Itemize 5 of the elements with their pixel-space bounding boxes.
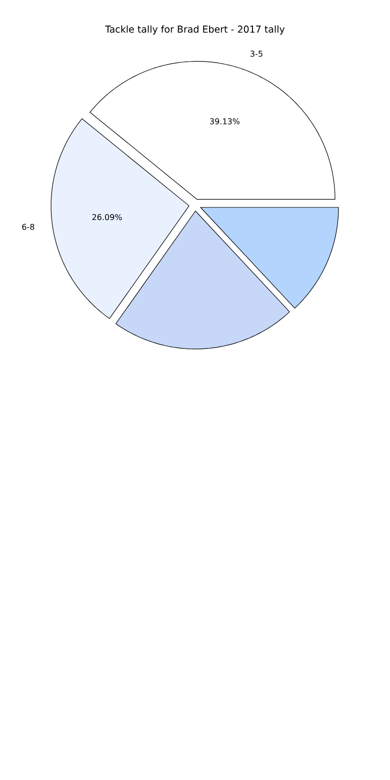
data-label: 39.13% [210, 118, 240, 124]
chart-title: Tackle tally for Brad Ebert - 2017 tally [105, 25, 285, 35]
slice-label: 6-8 [22, 224, 34, 230]
data-label: 26.09% [92, 214, 122, 220]
slice-label: 3-5 [250, 50, 262, 57]
